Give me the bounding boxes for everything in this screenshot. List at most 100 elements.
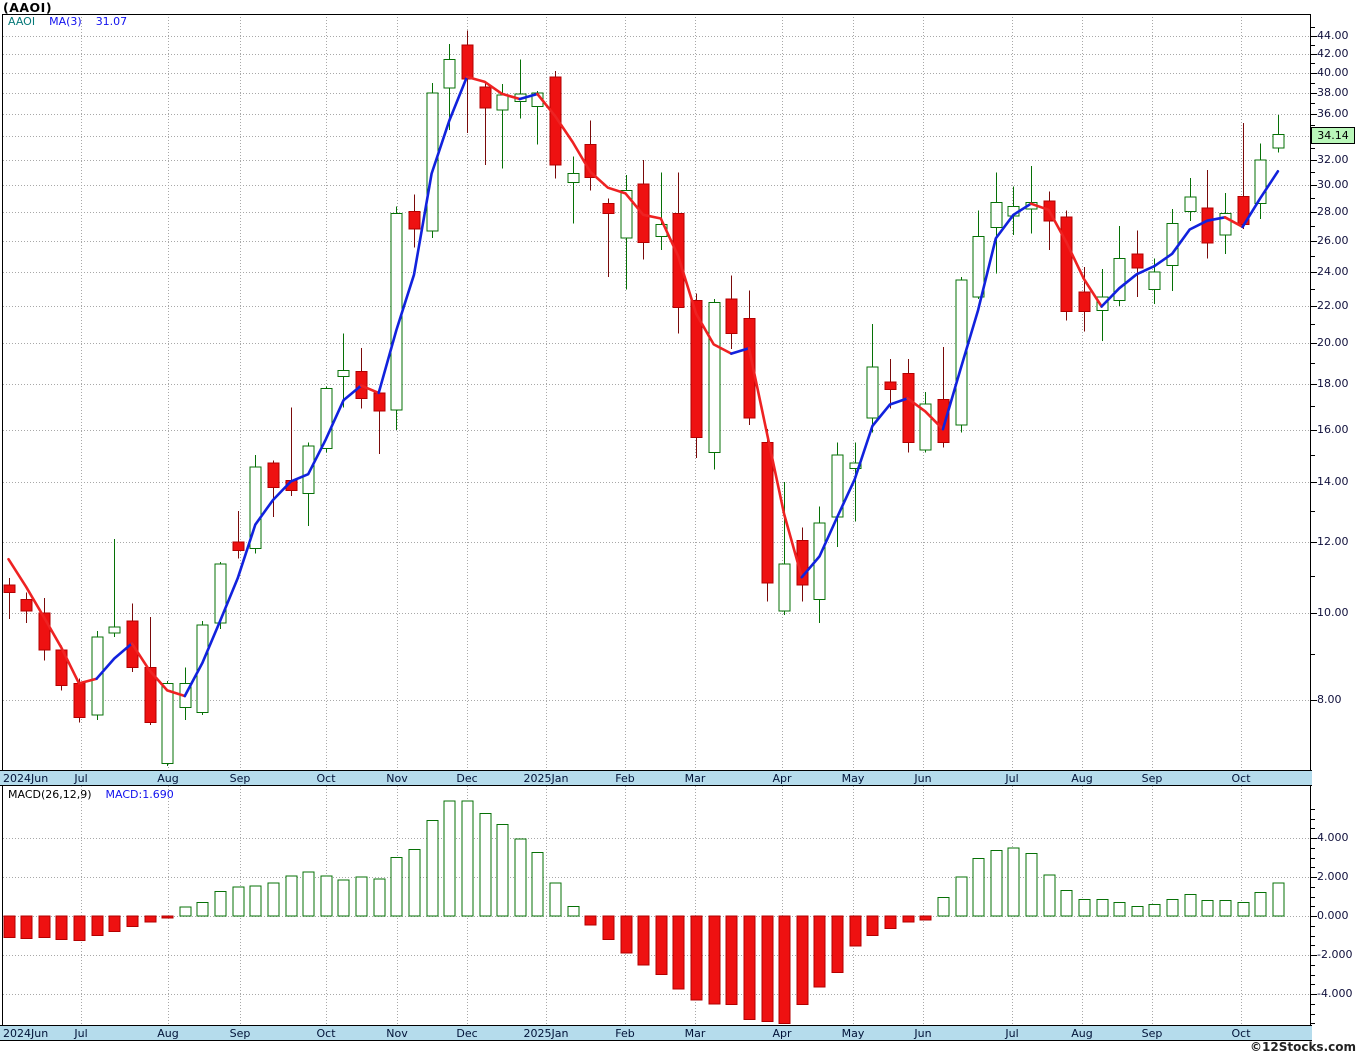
candle-up [567,173,580,184]
candle-up [1184,196,1197,212]
macd-bar-negative [20,915,33,939]
macd-bar-negative [902,915,915,923]
ma3-line-segment [1223,216,1244,229]
month-label: Dec [456,1027,478,1040]
price-axis-label: 32.00 [1317,153,1349,166]
candle-down [73,682,86,718]
macd-bar-positive [990,850,1003,917]
candle-up [972,235,985,298]
month-label: Sep [229,772,251,785]
ma3-line-segment [377,75,469,395]
macd-bar-negative [3,915,16,938]
month-label: Jul [74,1027,88,1040]
candle-up [620,189,633,239]
macd-bar-negative [602,915,615,940]
candle-up [390,212,403,411]
legend-ma-value: 31.07 [95,15,128,28]
macd-bar-negative [831,915,844,974]
macd-bar-negative [91,915,104,936]
macd-legend: MACD(26,12,9) MACD:1.690 [8,788,188,801]
ma3-line-segment [729,346,751,355]
month-label: Aug [1071,1027,1093,1040]
macd-bar-negative [849,915,862,947]
price-axis-label: 20.00 [1317,336,1349,349]
macd-params-label: MACD(26,12,9) [8,788,92,801]
ma3-line-segment [1241,170,1280,229]
candle-down [743,318,756,419]
month-label: Jul [74,772,88,785]
candle-down [937,399,950,443]
macd-bar-positive [1272,882,1285,917]
macd-bar-positive [514,838,527,917]
candle-down [267,462,280,489]
macd-bar-positive [496,823,509,917]
candle-up [1148,271,1161,290]
candle-down [373,392,386,412]
month-label: 2024Jun [3,772,49,785]
page-title: (AAOI) [3,0,53,15]
macd-bar-positive [1113,901,1126,917]
macd-bar-positive [937,896,950,917]
macd-bar-negative [38,915,51,938]
macd-bar-positive [1078,898,1091,917]
macd-bar-positive [1184,894,1197,917]
month-label: Sep [1141,772,1163,785]
macd-bar-negative [73,915,86,941]
ma3-line-segment [536,92,733,355]
month-label: Aug [1071,772,1093,785]
price-axis-label: 30.00 [1317,178,1349,191]
macd-bar-positive [1201,899,1214,917]
candle-down [38,612,51,651]
month-label: Sep [229,1027,251,1040]
macd-bar-positive [196,901,209,917]
month-label: Jul [1005,772,1019,785]
macd-bar-positive [955,876,968,917]
candle-down [1201,207,1214,244]
price-axis-label: 16.00 [1317,423,1349,436]
candle-up [955,279,968,426]
month-label: Apr [772,772,792,785]
candle-up [1272,134,1285,149]
candle-up [778,563,791,612]
ma3-line-segment [465,75,522,101]
month-label: 2024Jun [3,1027,49,1040]
macd-bar-positive [479,813,492,917]
macd-bar-negative [584,915,597,926]
macd-bar-positive [1254,892,1267,917]
candle-up [1166,222,1179,267]
price-legend: AAOI MA(3) 31.07 [8,15,141,28]
candle-down [725,298,738,334]
price-axis-label: 14.00 [1317,475,1349,488]
macd-axis-label: -2.000 [1317,948,1353,961]
macd-bar-positive [267,882,280,917]
candle-up [443,59,456,89]
month-label: Oct [1231,1027,1251,1040]
month-label: Apr [772,1027,792,1040]
candle-up [249,466,262,550]
macd-bar-positive [179,906,192,917]
candle-up [337,369,350,378]
legend-symbol: AAOI [8,15,36,28]
candle-down [602,203,615,214]
ma3-line-segment [130,642,187,698]
macd-bar-negative [778,915,791,1024]
price-axis-label: 24.00 [1317,265,1349,278]
month-label: Oct [316,1027,336,1040]
month-label: Nov [386,1027,408,1040]
macd-bar-positive [426,819,439,917]
ma3-line-segment [183,384,363,698]
macd-bar-negative [919,915,932,921]
month-label: Feb [615,772,635,785]
candle-down [761,441,774,584]
macd-axis-label: -4.000 [1317,987,1353,1000]
macd-bar-negative [55,915,68,940]
macd-bar-positive [1043,874,1056,917]
candle-down [479,86,492,109]
ma3-line-segment [359,384,381,395]
macd-bar-negative [866,915,879,936]
macd-bar-positive [232,886,245,917]
macd-bar-positive [302,871,315,917]
candle-down [20,599,33,612]
macd-bar-positive [355,876,368,917]
